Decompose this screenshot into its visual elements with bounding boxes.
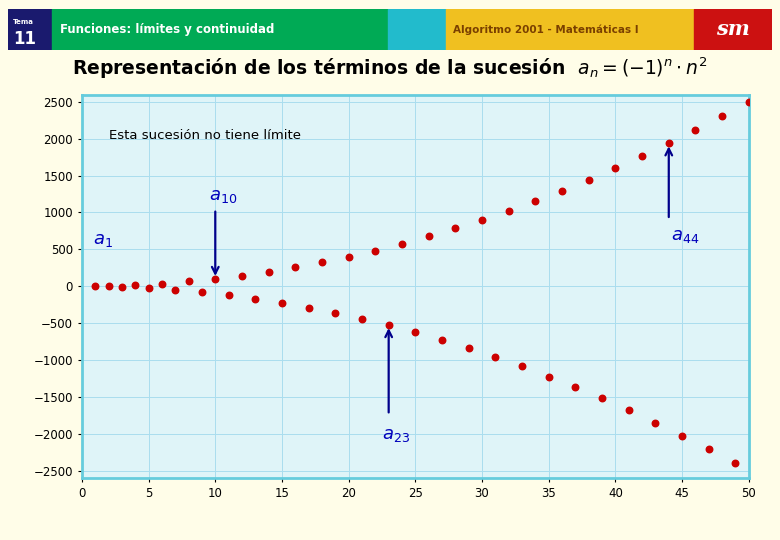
Point (675, 431, 688, 440)
Point (636, 152, 648, 160)
Text: sm: sm (716, 19, 750, 39)
Point (382, 321, 395, 329)
Point (529, 197, 541, 205)
Point (436, 336, 448, 345)
Text: $a_{44}$: $a_{44}$ (672, 227, 700, 245)
Point (476, 215, 488, 224)
Point (262, 267, 275, 276)
Point (622, 406, 635, 415)
Point (556, 186, 569, 195)
Point (395, 239, 408, 248)
Point (209, 274, 222, 283)
Bar (52, 9, 388, 50)
Point (423, 232, 435, 241)
Text: Algoritmo 2001 - Matemáticas I: Algoritmo 2001 - Matemáticas I (453, 24, 639, 35)
Point (303, 303, 315, 312)
Point (289, 263, 302, 272)
Text: Tema: Tema (13, 19, 34, 25)
Point (649, 418, 661, 427)
Bar (388, 9, 446, 50)
Point (489, 353, 502, 361)
Point (89, 282, 101, 291)
Point (142, 284, 154, 292)
Point (409, 328, 421, 336)
Point (249, 294, 261, 303)
Point (729, 459, 742, 468)
Point (690, 126, 702, 134)
Text: $a_{23}$: $a_{23}$ (382, 426, 410, 444)
Point (449, 224, 462, 233)
Point (316, 258, 328, 267)
Text: Esta sucesión no tiene límite: Esta sucesión no tiene límite (108, 129, 300, 141)
Bar (446, 9, 694, 50)
Point (463, 344, 475, 353)
Point (115, 282, 128, 291)
Point (356, 314, 368, 323)
Point (129, 281, 141, 289)
Point (569, 383, 582, 391)
Text: Funciones: límites y continuidad: Funciones: límites y continuidad (60, 23, 274, 36)
Point (743, 98, 755, 106)
Point (222, 291, 235, 300)
Point (276, 299, 289, 307)
Bar (8, 9, 52, 50)
Point (369, 246, 381, 255)
Point (236, 271, 248, 280)
Point (196, 288, 208, 296)
Point (583, 176, 595, 184)
Point (703, 445, 715, 454)
Point (502, 206, 515, 215)
Point (662, 139, 675, 148)
Text: 11: 11 (13, 30, 36, 48)
Text: Representación de los términos de la sucesión  $a_n = (-1)^n \cdot n^2$: Representación de los términos de la suc… (73, 55, 707, 81)
Point (609, 164, 622, 173)
Point (329, 308, 342, 317)
Text: $a_{10}$: $a_{10}$ (208, 187, 237, 205)
Text: $a_1$: $a_1$ (93, 231, 112, 248)
Point (516, 362, 528, 371)
Point (102, 281, 115, 290)
Point (169, 286, 182, 294)
Point (543, 372, 555, 381)
Point (156, 279, 168, 288)
Point (596, 394, 608, 403)
Point (342, 252, 355, 261)
Bar (694, 9, 772, 50)
Point (716, 112, 729, 120)
Point (183, 277, 195, 286)
